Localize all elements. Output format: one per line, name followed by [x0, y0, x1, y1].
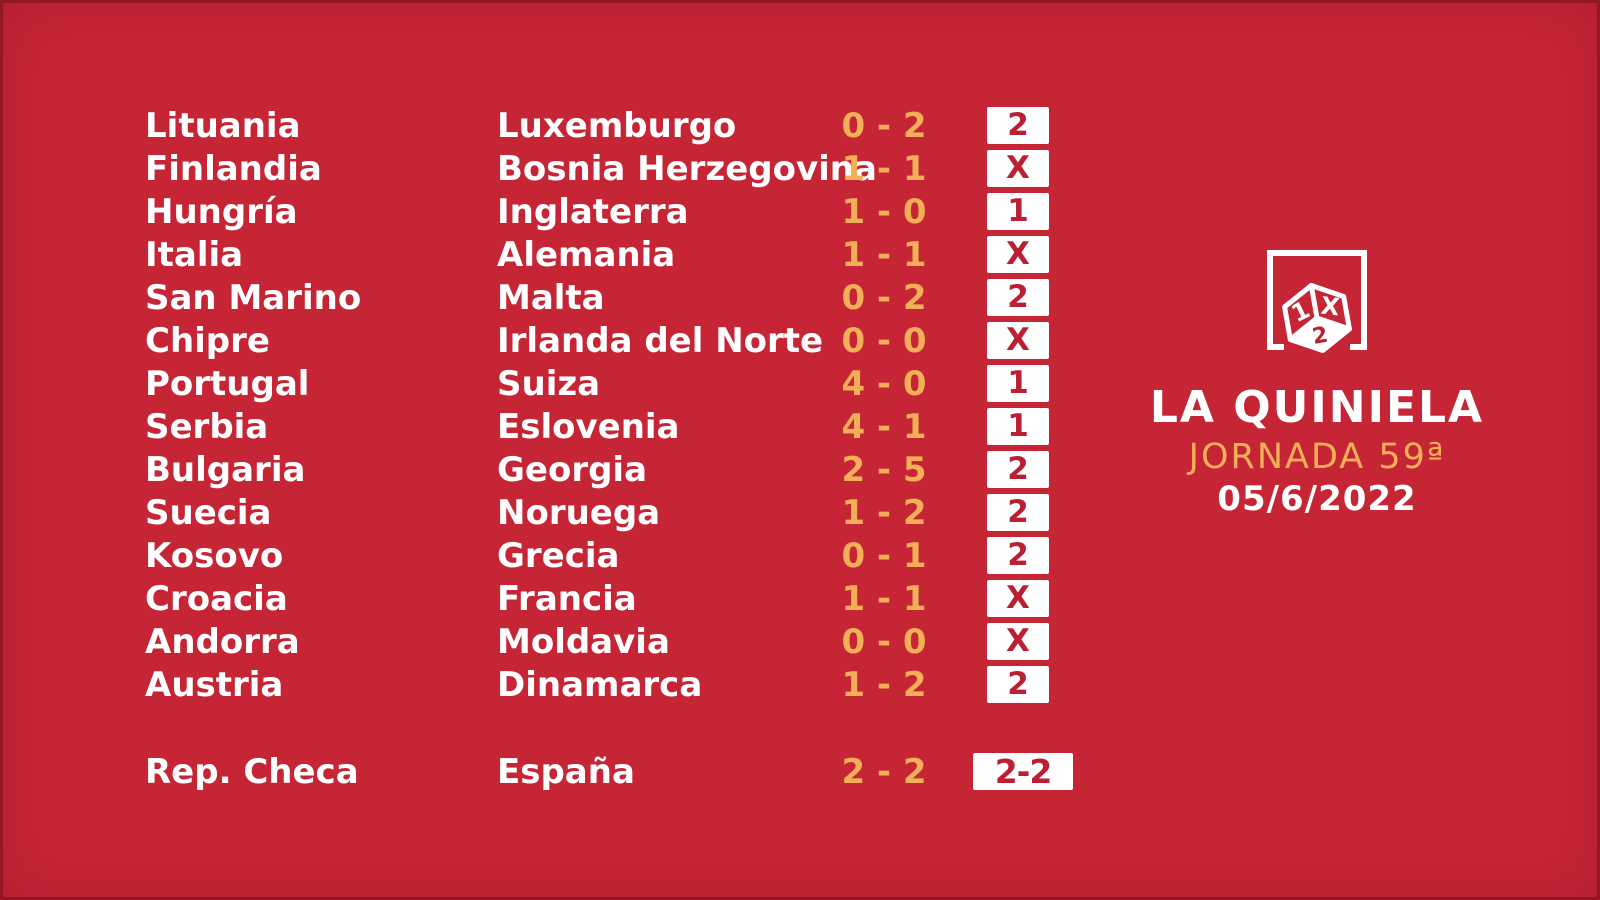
quiniela-logo-icon: 1 X 2	[1267, 250, 1367, 353]
home-team: Portugal	[145, 363, 310, 404]
result-badge: 2	[987, 537, 1049, 574]
away-team: Noruega	[497, 492, 661, 533]
match-score: 0 - 2	[841, 105, 927, 146]
home-team: Suecia	[145, 492, 272, 533]
home-team: Kosovo	[145, 535, 284, 576]
match-row: Italia Alemania 1 - 1 X	[145, 233, 1073, 276]
result-badge: X	[987, 236, 1049, 273]
result-badge: 1	[987, 408, 1049, 445]
result-badge: X	[987, 623, 1049, 660]
match-row: Hungría Inglaterra 1 - 0 1	[145, 190, 1073, 233]
home-team: Bulgaria	[145, 449, 306, 490]
match-row: Portugal Suiza 4 - 0 1	[145, 362, 1073, 405]
match-score: 2 - 5	[841, 449, 927, 490]
away-team: Inglaterra	[497, 191, 689, 232]
match-score: 1 - 1	[841, 234, 927, 275]
away-team: Luxemburgo	[497, 105, 737, 146]
jornada-label: JORNADA 59ª	[1188, 437, 1446, 477]
result-badge: 2	[987, 451, 1049, 488]
match-row: Lituania Luxemburgo 0 - 2 2	[145, 104, 1073, 147]
match-score: 4 - 1	[841, 406, 927, 447]
result-badge: X	[987, 580, 1049, 617]
away-team: Georgia	[497, 449, 648, 490]
away-team: Francia	[497, 578, 637, 619]
home-team: Italia	[145, 234, 244, 275]
match-score: 0 - 0	[841, 621, 927, 662]
home-team: Serbia	[145, 406, 269, 447]
away-team: Suiza	[497, 363, 601, 404]
dice-icon: 1 X 2	[1282, 283, 1352, 353]
away-team: Alemania	[497, 234, 676, 275]
match-row: Kosovo Grecia 0 - 1 2	[145, 534, 1073, 577]
match-row: Andorra Moldavia 0 - 0 X	[145, 620, 1073, 663]
match-score: 1 - 0	[841, 191, 927, 232]
result-badge: X	[987, 150, 1049, 187]
match-score: 0 - 2	[841, 277, 927, 318]
match-row: Bulgaria Georgia 2 - 5 2	[145, 448, 1073, 491]
logo-frame	[1267, 250, 1367, 350]
away-team: Moldavia	[497, 621, 670, 662]
pleno15-row: Rep. Checa España 2 - 2 2-2	[145, 750, 1073, 793]
match-row: Chipre Irlanda del Norte 0 - 0 X	[145, 319, 1073, 362]
home-team: Andorra	[145, 621, 300, 662]
result-badge: 2	[987, 666, 1049, 703]
match-row: Finlandia Bosnia Herzegovina 1 - 1 X	[145, 147, 1073, 190]
brand-block: 1 X 2 LA QUINIELA JORNADA 59ª 05/6/2022	[1117, 246, 1517, 516]
match-row: Croacia Francia 1 - 1 X	[145, 577, 1073, 620]
match-row: Serbia Eslovenia 4 - 1 1	[145, 405, 1073, 448]
brand-title: LA QUINIELA	[1149, 382, 1485, 433]
match-row: San Marino Malta 0 - 2 2	[145, 276, 1073, 319]
dice-face-x: X	[1320, 292, 1342, 322]
pleno15-result-badge: 2-2	[973, 753, 1073, 790]
result-badge: 2	[987, 279, 1049, 316]
match-row: Austria Dinamarca 1 - 2 2	[145, 663, 1073, 706]
match-score: 4 - 0	[841, 363, 927, 404]
match-score: 1 - 1	[841, 148, 927, 189]
result-badge: 1	[987, 193, 1049, 230]
match-score: 0 - 1	[841, 535, 927, 576]
home-team: Austria	[145, 664, 284, 705]
result-badge: X	[987, 322, 1049, 359]
away-team: Grecia	[497, 535, 620, 576]
results-table: Lituania Luxemburgo 0 - 2 2 Finlandia Bo…	[145, 104, 1073, 793]
home-team: Lituania	[145, 105, 301, 146]
home-team: Rep. Checa	[145, 751, 359, 792]
match-score: 1 - 2	[841, 492, 927, 533]
away-team: Bosnia Herzegovina	[497, 148, 877, 189]
away-team: España	[497, 751, 635, 792]
home-team: Finlandia	[145, 148, 322, 189]
home-team: Croacia	[145, 578, 288, 619]
dice-face-2: 2	[1311, 323, 1330, 350]
home-team: San Marino	[145, 277, 362, 318]
away-team: Eslovenia	[497, 406, 680, 447]
away-team: Malta	[497, 277, 605, 318]
result-badge: 1	[987, 365, 1049, 402]
match-row: Suecia Noruega 1 - 2 2	[145, 491, 1073, 534]
match-score: 1 - 1	[841, 578, 927, 619]
away-team: Dinamarca	[497, 664, 703, 705]
draw-date: 05/6/2022	[1217, 479, 1417, 519]
match-score: 2 - 2	[841, 751, 927, 792]
result-badge: 2	[987, 494, 1049, 531]
result-badge: 2	[987, 107, 1049, 144]
home-team: Chipre	[145, 320, 270, 361]
match-score: 0 - 0	[841, 320, 927, 361]
match-score: 1 - 2	[841, 664, 927, 705]
away-team: Irlanda del Norte	[497, 320, 824, 361]
home-team: Hungría	[145, 191, 298, 232]
